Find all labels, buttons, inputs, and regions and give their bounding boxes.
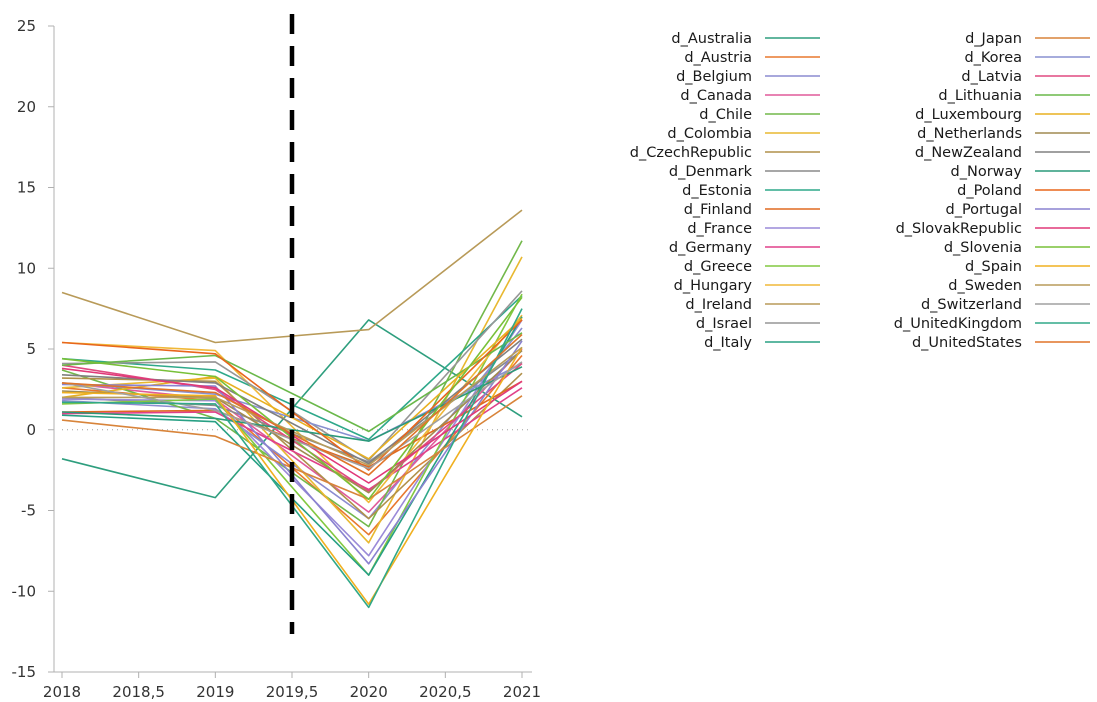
y-tick-label: 5 (26, 340, 36, 358)
legend-label: d_Norway (951, 164, 1023, 180)
legend-label: d_Italy (704, 335, 752, 351)
legend-label: d_Netherlands (917, 126, 1022, 142)
x-tick-label: 2019 (196, 683, 234, 701)
y-tick-label: 15 (17, 179, 36, 197)
legend-label: d_Israel (696, 316, 752, 332)
legend-label: d_Korea (964, 50, 1022, 66)
legend-label: d_NewZealand (915, 145, 1022, 161)
legend-label: d_Canada (680, 88, 752, 104)
legend-label: d_Belgium (676, 69, 752, 85)
y-axis-ticks: -15 -10 -5 0 5 10 15 20 25 (12, 17, 54, 681)
series-line-d_Lithuania (61, 332, 523, 433)
x-tick-label: 2019,5 (266, 683, 319, 701)
x-tick-label: 2018,5 (112, 683, 165, 701)
series-line-d_Germany (61, 387, 523, 491)
legend-label: d_Ireland (685, 297, 752, 313)
y-tick-label: 10 (17, 259, 36, 277)
x-tick-label: 2020,5 (419, 683, 472, 701)
legend-label: d_Denmark (669, 164, 753, 180)
legend-label: d_Lithuania (938, 88, 1022, 104)
series-line-d_Colombia (61, 256, 523, 544)
chart-legend: d_Australia d_Austria d_Belgium d_Canada d_C… (630, 31, 1090, 351)
legend-label: d_UnitedKingdom (894, 316, 1022, 332)
legend-label: d_Luxembourg (915, 107, 1022, 123)
legend-label: d_Slovenia (944, 240, 1022, 256)
x-tick-label: 2020 (350, 683, 388, 701)
x-tick-label: 2021 (503, 683, 541, 701)
x-axis-ticks: 2018 2018,5 2019 2019,5 2020 2020,5 2021 (43, 672, 541, 701)
legend-label: d_Finland (684, 202, 752, 218)
legend-label: d_Germany (669, 240, 753, 256)
y-tick-label: 25 (17, 17, 36, 35)
y-tick-label: -5 (21, 502, 36, 520)
legend-label: d_SlovakRepublic (896, 221, 1022, 237)
y-tick-label: -10 (12, 582, 37, 600)
legend-label: d_CzechRepublic (630, 145, 752, 161)
legend-label: d_Portugal (945, 202, 1022, 218)
legend-label: d_Hungary (674, 278, 753, 294)
legend-label: d_Spain (965, 259, 1022, 275)
legend-label: d_Latvia (961, 69, 1022, 85)
legend-label: d_Colombia (667, 126, 752, 142)
legend-label: d_UnitedStates (912, 335, 1022, 351)
legend-label: d_France (687, 221, 752, 237)
legend-label: d_Australia (671, 31, 752, 47)
legend-label: d_Sweden (948, 278, 1022, 294)
y-tick-label: 0 (26, 421, 36, 439)
legend-label: d_Chile (699, 107, 752, 123)
legend-label: d_Poland (957, 183, 1022, 199)
legend-label: d_Austria (684, 50, 752, 66)
legend-label: d_Estonia (682, 183, 752, 199)
legend-label: d_Switzerland (921, 297, 1022, 313)
series-line-d_Greece (61, 293, 523, 576)
y-tick-label: -15 (12, 663, 37, 681)
y-tick-label: 20 (17, 98, 36, 116)
series-line-d_Canada (61, 348, 523, 513)
x-tick-label: 2018 (43, 683, 81, 701)
legend-label: d_Japan (965, 31, 1022, 47)
series-line-d_Hungary (61, 314, 523, 504)
legend-label: d_Greece (684, 259, 752, 275)
